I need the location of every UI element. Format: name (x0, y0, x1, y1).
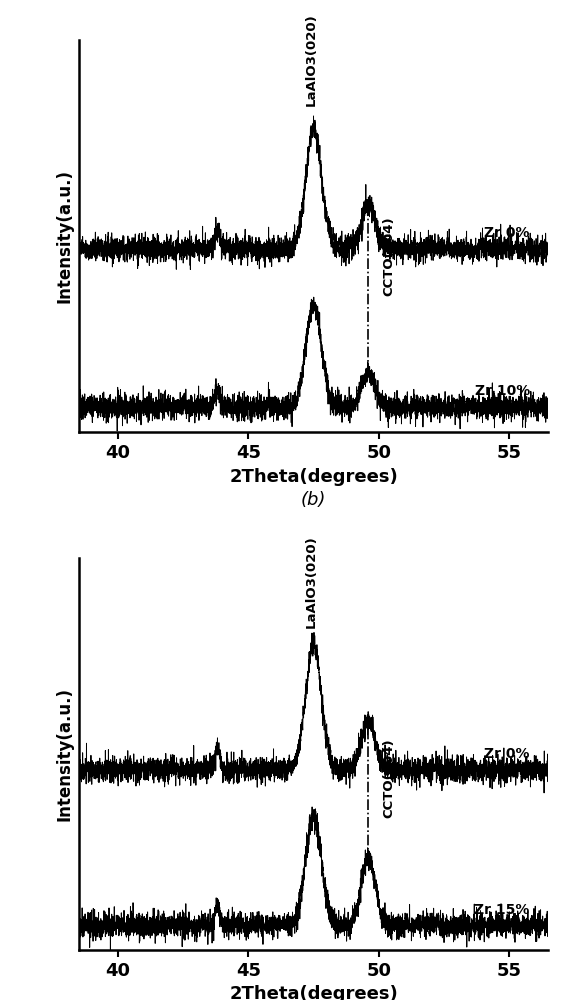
X-axis label: 2Theta(degrees): 2Theta(degrees) (229, 985, 398, 1000)
Text: Zr 15%: Zr 15% (475, 903, 530, 917)
Text: Zr 0%: Zr 0% (484, 226, 530, 240)
Y-axis label: Intensity(a.u.): Intensity(a.u.) (55, 687, 73, 821)
Text: Zr 0%: Zr 0% (484, 747, 530, 761)
Text: CCTO(004): CCTO(004) (383, 216, 396, 296)
Y-axis label: Intensity(a.u.): Intensity(a.u.) (55, 169, 73, 303)
Text: LaAlO3(020): LaAlO3(020) (305, 14, 318, 106)
Text: Zr 10%: Zr 10% (475, 384, 530, 398)
X-axis label: 2Theta(degrees): 2Theta(degrees) (229, 468, 398, 486)
Text: LaAlO3(020): LaAlO3(020) (305, 535, 318, 628)
Text: (b): (b) (301, 491, 326, 509)
Text: CCTO(004): CCTO(004) (383, 738, 396, 818)
